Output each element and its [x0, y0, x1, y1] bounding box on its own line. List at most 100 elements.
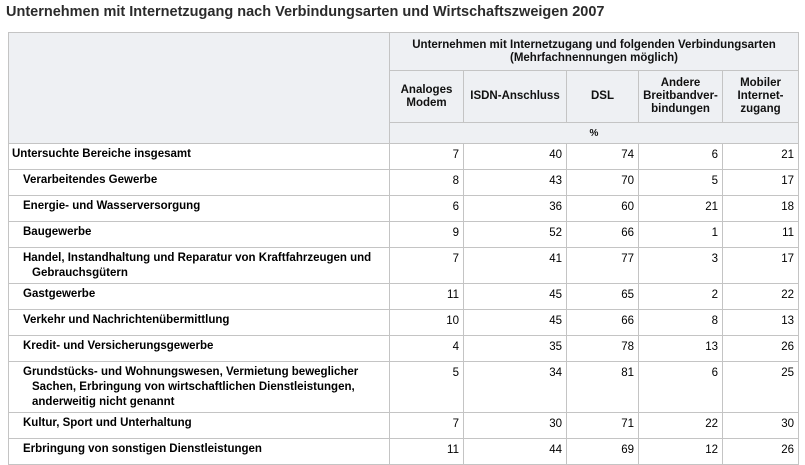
value-cell: 21	[638, 195, 723, 222]
value-cell: 45	[463, 283, 567, 310]
value-cell: 13	[721, 309, 800, 336]
table-row: Baugewerbe 9 52 66 1 11	[8, 221, 800, 248]
row-label-line: Gebrauchsgütern	[32, 267, 128, 279]
row-label-line: anderweitig nicht genannt	[32, 396, 175, 408]
row-label: Gastgewerbe	[8, 283, 390, 310]
table-row: Handel, Instandhaltung und Reparatur von…	[8, 247, 800, 284]
value-cell: 69	[566, 438, 639, 465]
value-cell: 6	[389, 195, 464, 222]
value-cell: 26	[721, 335, 800, 362]
value-cell: 66	[566, 221, 639, 248]
value-cell: 70	[566, 169, 639, 196]
value-cell: 22	[638, 412, 723, 439]
row-label-line: Grundstücks- und Wohnungswesen, Vermietu…	[23, 366, 359, 378]
table-row: Grundstücks- und Wohnungswesen, Vermietu…	[8, 361, 800, 413]
value-cell: 65	[566, 283, 639, 310]
table-row: Kredit- und Versicherungsgewerbe 4 35 78 13 2…	[8, 335, 800, 362]
column-header-row: Analoges Modem ISDN-Anschluss DSL Andere Brei…	[9, 70, 800, 123]
value-cell: 81	[566, 361, 639, 413]
value-cell: 11	[389, 283, 464, 310]
row-label-line: Untersuchte Bereiche insgesamt	[12, 148, 191, 160]
value-cell: 8	[638, 309, 723, 336]
row-label: Verarbeitendes Gewerbe	[8, 169, 390, 196]
column-header-line: zugang	[740, 103, 781, 115]
table-row: Untersuchte Bereiche insgesamt 7 40 74 6 21	[8, 143, 800, 170]
value-cell: 13	[638, 335, 723, 362]
value-cell: 5	[389, 361, 464, 413]
value-cell: 7	[389, 143, 464, 170]
value-cell: 77	[566, 247, 639, 284]
value-cell: 30	[463, 412, 567, 439]
value-cell: 26	[721, 438, 800, 465]
value-cell: 17	[721, 169, 800, 196]
value-cell: 34	[463, 361, 567, 413]
data-table: Unternehmen mit Internetzugang und folge…	[8, 32, 800, 465]
column-header-line: ISDN-Anschluss	[470, 90, 560, 102]
table-body: Untersuchte Bereiche insgesamt 7 40 74 6 21 Ve…	[8, 143, 800, 465]
value-cell: 10	[389, 309, 464, 336]
row-label-line: Gastgewerbe	[23, 288, 96, 300]
value-cell: 35	[463, 335, 567, 362]
column-header: DSL	[566, 70, 639, 123]
value-cell: 18	[721, 195, 800, 222]
value-cell: 71	[566, 412, 639, 439]
value-cell: 52	[463, 221, 567, 248]
value-cell: 5	[638, 169, 723, 196]
value-cell: 36	[463, 195, 567, 222]
column-header: ISDN-Anschluss	[463, 70, 567, 123]
row-label: Kultur, Sport und Unterhaltung	[8, 412, 390, 439]
row-label: Kredit- und Versicherungsgewerbe	[8, 335, 390, 362]
column-header-line: Internet-	[737, 90, 784, 102]
value-cell: 66	[566, 309, 639, 336]
row-label-line: Kultur, Sport und Unterhaltung	[23, 417, 192, 429]
value-cell: 21	[721, 143, 800, 170]
value-cell: 12	[638, 438, 723, 465]
table-row: Gastgewerbe 11 45 65 2 22	[8, 283, 800, 310]
table-row: Energie- und Wasserversorgung 6 36 60 21 18	[8, 195, 800, 222]
table-row: Verkehr und Nachrichtenübermittlung 10 45 6…	[8, 309, 800, 336]
column-group-header-line: (Mehrfachnennungen möglich)	[509, 51, 679, 64]
value-cell: 8	[389, 169, 464, 196]
column-header-line: bindungen	[651, 103, 710, 115]
value-cell: 4	[389, 335, 464, 362]
row-label: Erbringung von sonstigen Dienstleistunge…	[8, 438, 390, 465]
value-cell: 22	[721, 283, 800, 310]
value-cell: 1	[638, 221, 723, 248]
value-cell: 41	[463, 247, 567, 284]
value-cell: 11	[389, 438, 464, 465]
value-cell: 40	[463, 143, 567, 170]
table-row: Kultur, Sport und Unterhaltung 7 30 71 22 30	[8, 412, 800, 439]
value-cell: 6	[638, 361, 723, 413]
row-label-line: Handel, Instandhaltung und Reparatur von…	[23, 252, 372, 264]
table-row: Verarbeitendes Gewerbe 8 43 70 5 17	[8, 169, 800, 196]
column-header-line: DSL	[591, 90, 614, 102]
row-label-line: Erbringung von sonstigen Dienstleistunge…	[23, 443, 262, 455]
row-label: Baugewerbe	[8, 221, 390, 248]
row-label-line: Verarbeitendes Gewerbe	[23, 174, 158, 186]
row-label-line: Kredit- und Versicherungsgewerbe	[23, 340, 214, 352]
page-title: Unternehmen mit Internetzugang nach Verb…	[6, 4, 605, 20]
column-header-line: Breitbandver-	[643, 90, 718, 102]
column-header: Andere Breitbandver-bindungen	[638, 70, 723, 123]
row-label: Handel, Instandhaltung und Reparatur von…	[8, 247, 390, 284]
row-label: Verkehr und Nachrichtenübermittlung	[8, 309, 390, 336]
row-label-line: Sachen, Erbringung von wirtschaftlichen …	[32, 381, 355, 393]
column-header: Mobiler Internet-zugang	[721, 70, 800, 123]
value-cell: 2	[638, 283, 723, 310]
value-cell: 17	[721, 247, 800, 284]
row-label: Grundstücks- und Wohnungswesen, Vermietu…	[8, 361, 390, 413]
unit-header: %	[388, 122, 800, 144]
column-header-line: Andere	[660, 77, 701, 89]
value-cell: 44	[463, 438, 567, 465]
value-cell: 78	[566, 335, 639, 362]
column-header: Analoges Modem	[389, 70, 464, 123]
value-cell: 74	[566, 143, 639, 170]
value-cell: 25	[721, 361, 800, 413]
row-label-line: Baugewerbe	[23, 226, 92, 238]
value-cell: 30	[721, 412, 800, 439]
value-cell: 7	[389, 247, 464, 284]
row-label-line: Verkehr und Nachrichtenübermittlung	[23, 314, 230, 326]
value-cell: 43	[463, 169, 567, 196]
column-header-line: Modem	[406, 96, 447, 109]
column-group-header: Unternehmen mit Internetzugang und folge…	[388, 32, 800, 71]
